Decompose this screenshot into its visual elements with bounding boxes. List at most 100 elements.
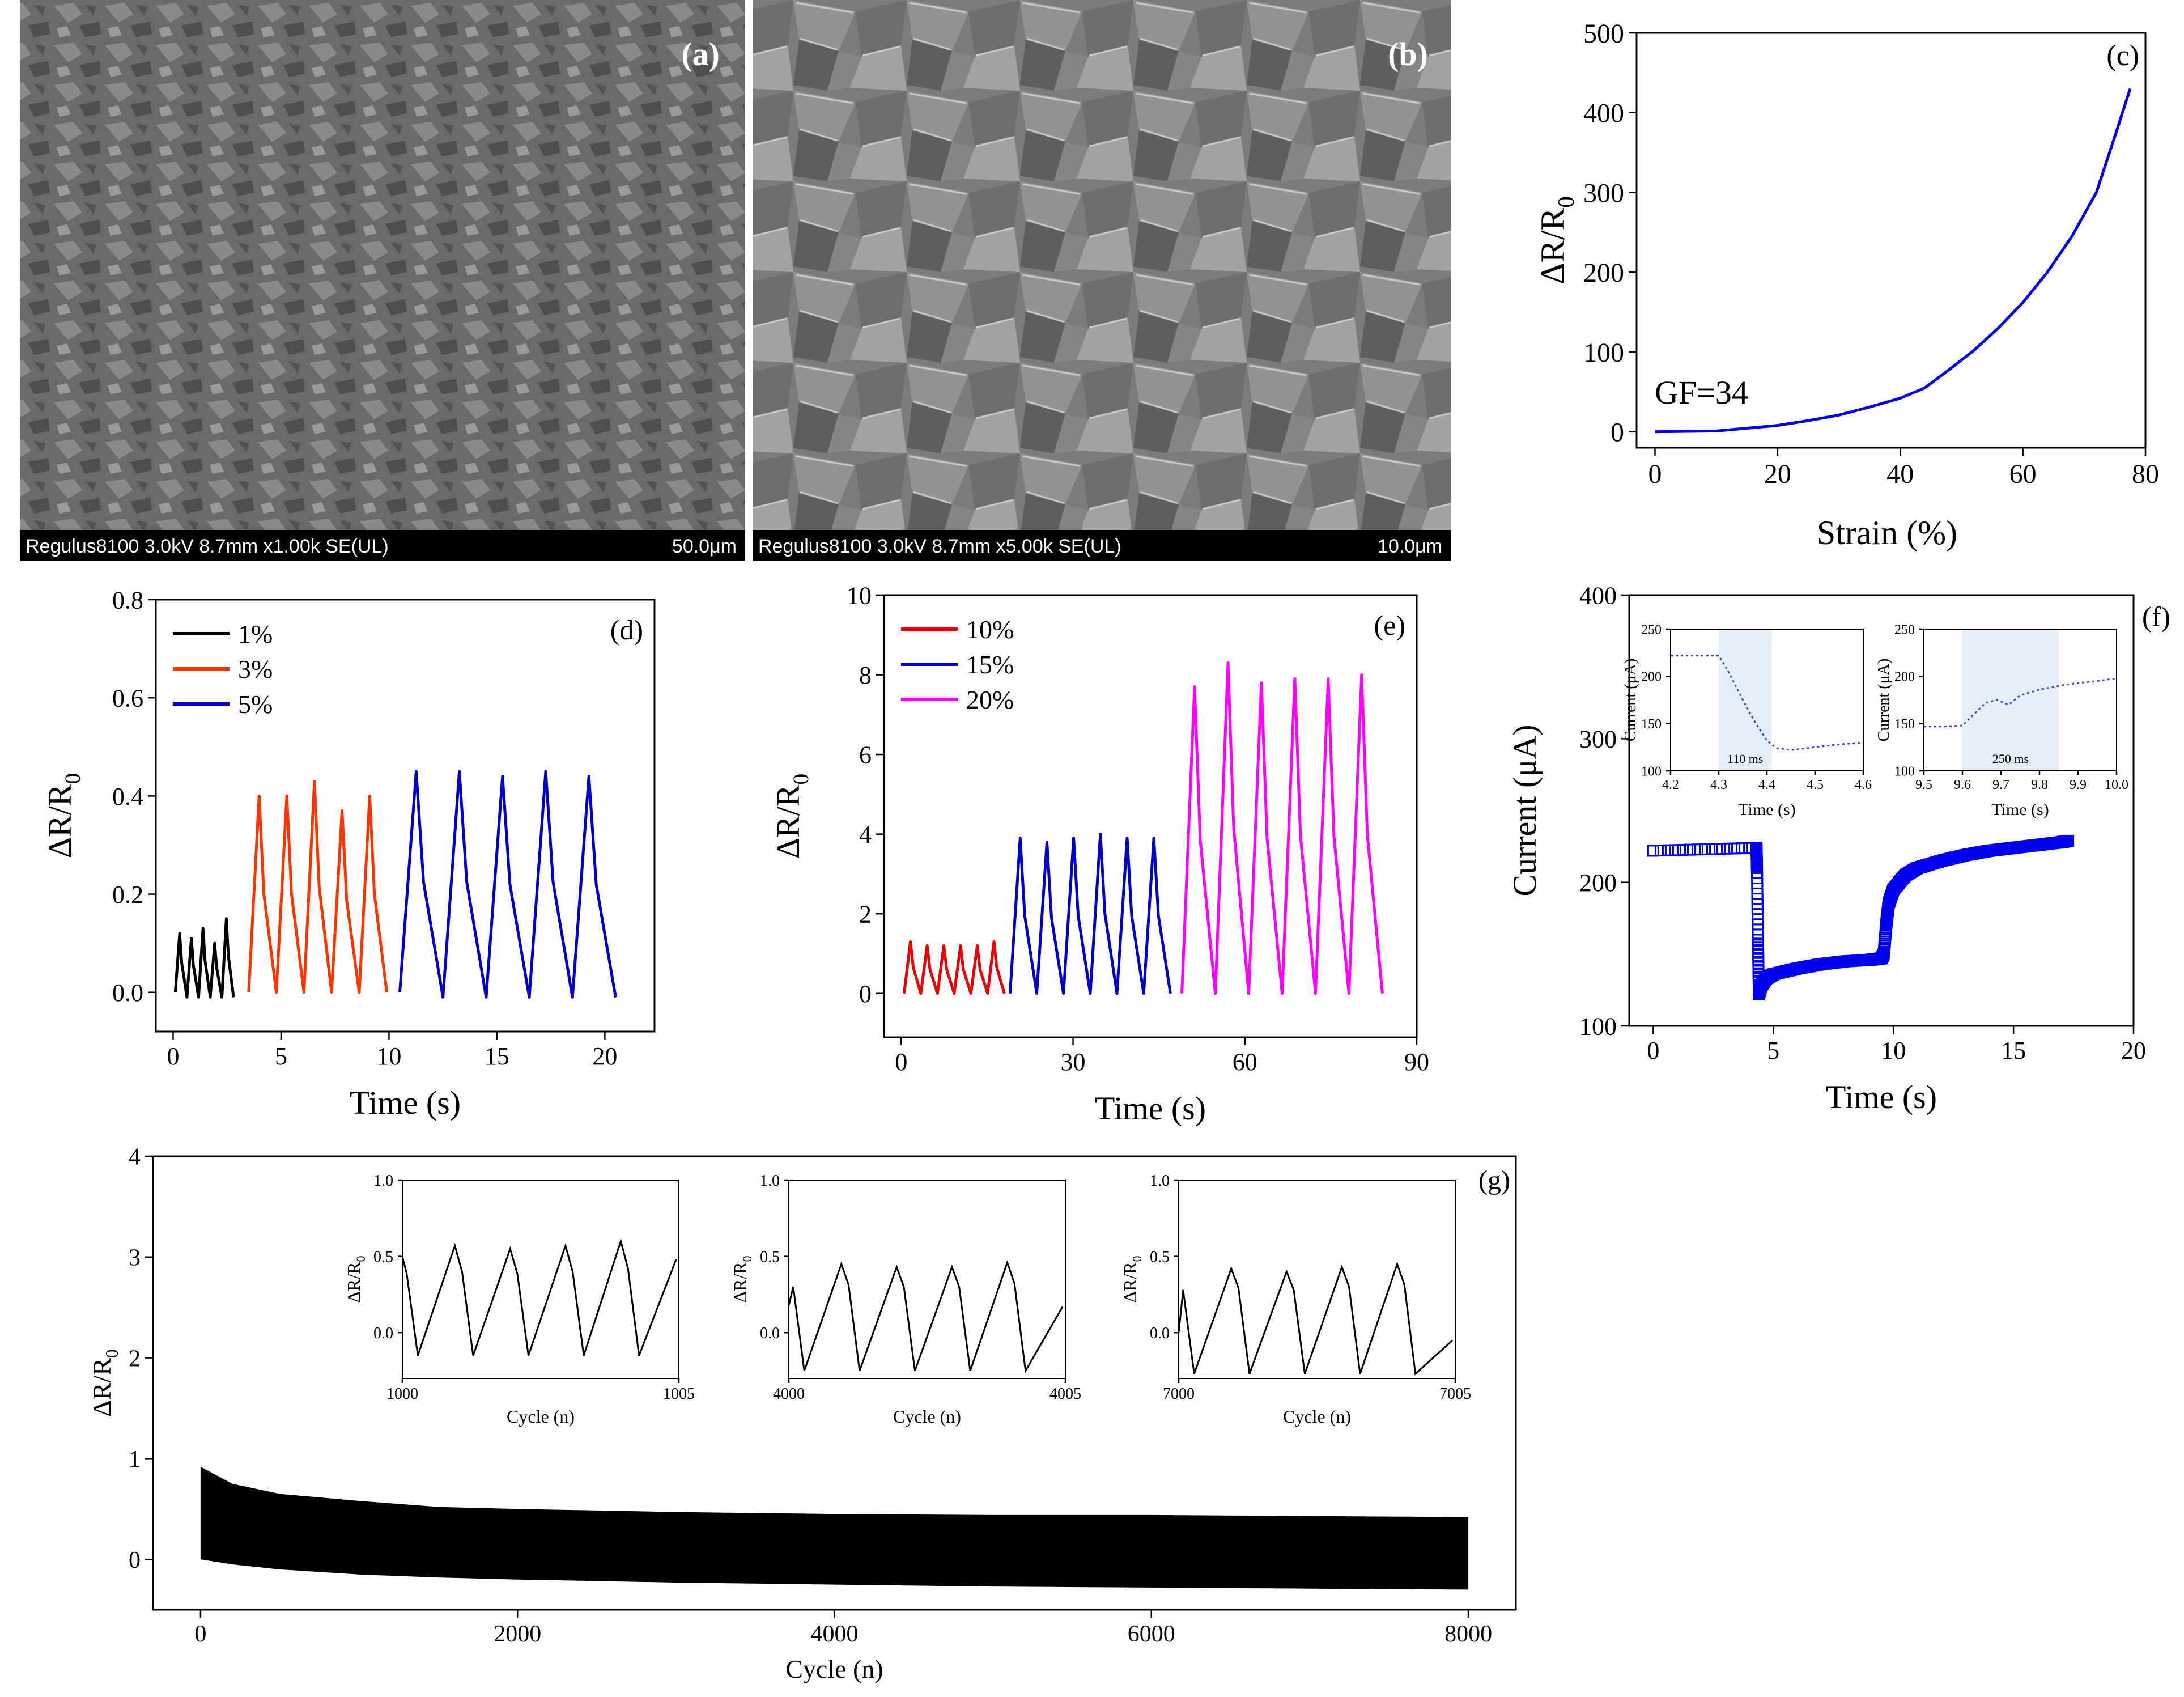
chart-f-point bbox=[1676, 843, 1689, 856]
chart-e-series-10pct bbox=[902, 940, 1006, 995]
chart-f-point bbox=[1752, 945, 1765, 958]
chart-g-ylabel: ΔR/R0 bbox=[87, 1349, 122, 1416]
chart-f-inset-xlabel: Time (s) bbox=[1991, 800, 2049, 819]
g-ytick-label: 2 bbox=[129, 1346, 141, 1372]
e-ytick-label: 6 bbox=[859, 741, 872, 769]
g-inset3-xtick-label: 7000 bbox=[1163, 1385, 1195, 1403]
f-inset2-xtick-label: 9.5 bbox=[1915, 778, 1932, 792]
f-xtick-label: 15 bbox=[2001, 1037, 2026, 1064]
f-ytick-label: 300 bbox=[1579, 726, 1617, 753]
c-ytick-label: 500 bbox=[1583, 19, 1624, 49]
f-inset1-xtick-label: 4.3 bbox=[1710, 778, 1727, 792]
e-xtick-label: 0 bbox=[895, 1048, 907, 1076]
chart-d-ylabel: ΔR/R0 bbox=[41, 773, 85, 859]
chart-f-inset-ylabel: Current (μA) bbox=[1875, 659, 1893, 741]
chart-d-legend-label: 3% bbox=[238, 655, 273, 684]
c-ytick-label: 0 bbox=[1611, 418, 1624, 448]
panel-a-label: (a) bbox=[681, 36, 720, 73]
chart-f-point bbox=[1691, 843, 1703, 856]
chart-f-point bbox=[1714, 843, 1726, 855]
e-ytick-label: 8 bbox=[859, 661, 872, 689]
chart-f-point bbox=[1721, 842, 1733, 855]
chart-c-xlabel: Strain (%) bbox=[1817, 514, 1957, 551]
chart-f-xlabel: Time (s) bbox=[1826, 1079, 1937, 1115]
chart-f-inset-1: 4.2 4.3 4.4 4.5 4.6 100 150 200 250 110 ms Time (s… bbox=[1622, 622, 1872, 819]
f-inset2-ytick-label: 150 bbox=[1894, 717, 1915, 732]
f-inset1-xtick-label: 4.2 bbox=[1662, 778, 1679, 792]
chart-e-legend-label: 15% bbox=[966, 650, 1014, 679]
chart-e-legend-label: 20% bbox=[966, 685, 1014, 714]
chart-f-inset-shade bbox=[1962, 629, 2059, 771]
g-xtick-label: 2000 bbox=[494, 1621, 541, 1647]
chart-g-inset-xlabel: Cycle (n) bbox=[507, 1406, 575, 1427]
chart-c-series-line bbox=[1655, 88, 2132, 434]
chart-g-envelope-area bbox=[200, 1466, 1469, 1590]
f-inset1-xtick-label: 4.6 bbox=[1855, 778, 1872, 792]
panel-b-label: (b) bbox=[1388, 36, 1428, 73]
chart-f-point bbox=[1699, 843, 1711, 855]
f-inset2-plot-frame bbox=[1923, 629, 2117, 771]
f-xtick-label: 20 bbox=[2121, 1037, 2146, 1064]
chart-f-inset-line bbox=[1671, 655, 1864, 751]
chart-f-inset-annotation: 250 ms bbox=[1992, 752, 2029, 766]
sem-image-a: Regulus8100 3.0kV 8.7mm x1.00k SE(UL) 50… bbox=[20, 0, 745, 561]
g-inset3-plot-frame bbox=[1178, 1180, 1456, 1379]
e-ytick-label: 10 bbox=[847, 582, 872, 609]
chart-d-legend-label: 1% bbox=[238, 620, 273, 648]
chart-f-point bbox=[1736, 842, 1748, 855]
chart-f-point bbox=[1752, 957, 1765, 969]
chart-g-inset-line bbox=[788, 1259, 1064, 1374]
c-xtick-label: 80 bbox=[2132, 459, 2159, 489]
chart-g-inset-line bbox=[401, 1238, 677, 1356]
chart-e-series-20pct bbox=[1180, 661, 1384, 995]
f-inset1-xtick-label: 4.4 bbox=[1758, 778, 1775, 792]
chart-g-inset-2: 4000 4005 0.0 0.5 1.0 Cycle (n) ΔR/R0 bbox=[730, 1172, 1081, 1427]
f-ytick-label: 200 bbox=[1579, 869, 1617, 897]
chart-g-inset-ylabel: ΔR/R0 bbox=[730, 1255, 754, 1303]
chart-f-point bbox=[1669, 844, 1681, 856]
sem-a-caption: Regulus8100 3.0kV 8.7mm x1.00k SE(UL) bbox=[26, 536, 389, 557]
chart-f-inset-line bbox=[1924, 677, 2117, 728]
chart-e-ylabel-main: ΔR/R bbox=[770, 784, 806, 859]
chart-f-panel-label: (f) bbox=[2142, 601, 2170, 633]
e-xtick-label: 90 bbox=[1404, 1048, 1429, 1076]
d-xtick-label: 15 bbox=[485, 1042, 509, 1070]
f-inset2-xtick-label: 10.0 bbox=[2105, 778, 2128, 792]
chart-f-point bbox=[2062, 834, 2075, 847]
chart-d: 0 5 10 15 20 0.0 0.2 0.4 0.6 0.8 1% 3% 5% Time (s) ΔR/… bbox=[41, 586, 656, 1121]
chart-f-inset-2: 9.5 9.6 9.7 9.8 9.9 10.0 100 150 200 250 250 ms Tim… bbox=[1875, 622, 2128, 819]
e-plot-frame bbox=[883, 594, 1418, 1038]
chart-e-series-15pct bbox=[1008, 833, 1172, 995]
sem-a-micrograph bbox=[20, 0, 745, 561]
chart-d-legend-label: 5% bbox=[238, 690, 273, 719]
g-ytick-label: 0 bbox=[129, 1547, 141, 1573]
e-xtick-label: 60 bbox=[1233, 1048, 1257, 1076]
f-inset2-xtick-label: 9.9 bbox=[2070, 778, 2087, 792]
d-plot-frame bbox=[155, 599, 656, 1033]
chart-d-ylabel-main: ΔR/R bbox=[41, 784, 78, 858]
chart-d-series-1pct bbox=[173, 917, 235, 999]
chart-f-ylabel: Current (μA) bbox=[1506, 724, 1543, 896]
chart-c-ylabel: ΔR/R0 bbox=[1534, 196, 1579, 285]
chart-f-inset-xlabel: Time (s) bbox=[1738, 800, 1795, 819]
g-inset3-ytick-label: 0.0 bbox=[1150, 1325, 1170, 1342]
chart-e-legend-label: 10% bbox=[966, 615, 1014, 644]
c-xtick-label: 20 bbox=[1764, 459, 1791, 489]
f-inset1-ytick-label: 150 bbox=[1641, 717, 1662, 732]
chart-c-ylabel-main: ΔR/R bbox=[1534, 208, 1571, 285]
g-inset1-xtick-label: 1005 bbox=[663, 1385, 695, 1403]
g-inset2-xtick-label: 4005 bbox=[1049, 1385, 1081, 1403]
c-xtick-label: 60 bbox=[2009, 459, 2037, 489]
g-inset2-ytick-label: 1.0 bbox=[760, 1172, 780, 1190]
c-ytick-label: 200 bbox=[1583, 258, 1624, 288]
chart-g-inset-xlabel: Cycle (n) bbox=[893, 1406, 961, 1427]
e-xtick-label: 30 bbox=[1061, 1048, 1086, 1076]
e-ytick-label: 0 bbox=[859, 980, 872, 1008]
chart-d-series-5pct bbox=[398, 770, 617, 999]
c-plot-frame bbox=[1635, 32, 2147, 449]
chart-c-annotation: GF=34 bbox=[1655, 374, 1748, 411]
f-inset1-ytick-label: 100 bbox=[1641, 764, 1662, 779]
g-ytick-label: 4 bbox=[129, 1144, 141, 1170]
